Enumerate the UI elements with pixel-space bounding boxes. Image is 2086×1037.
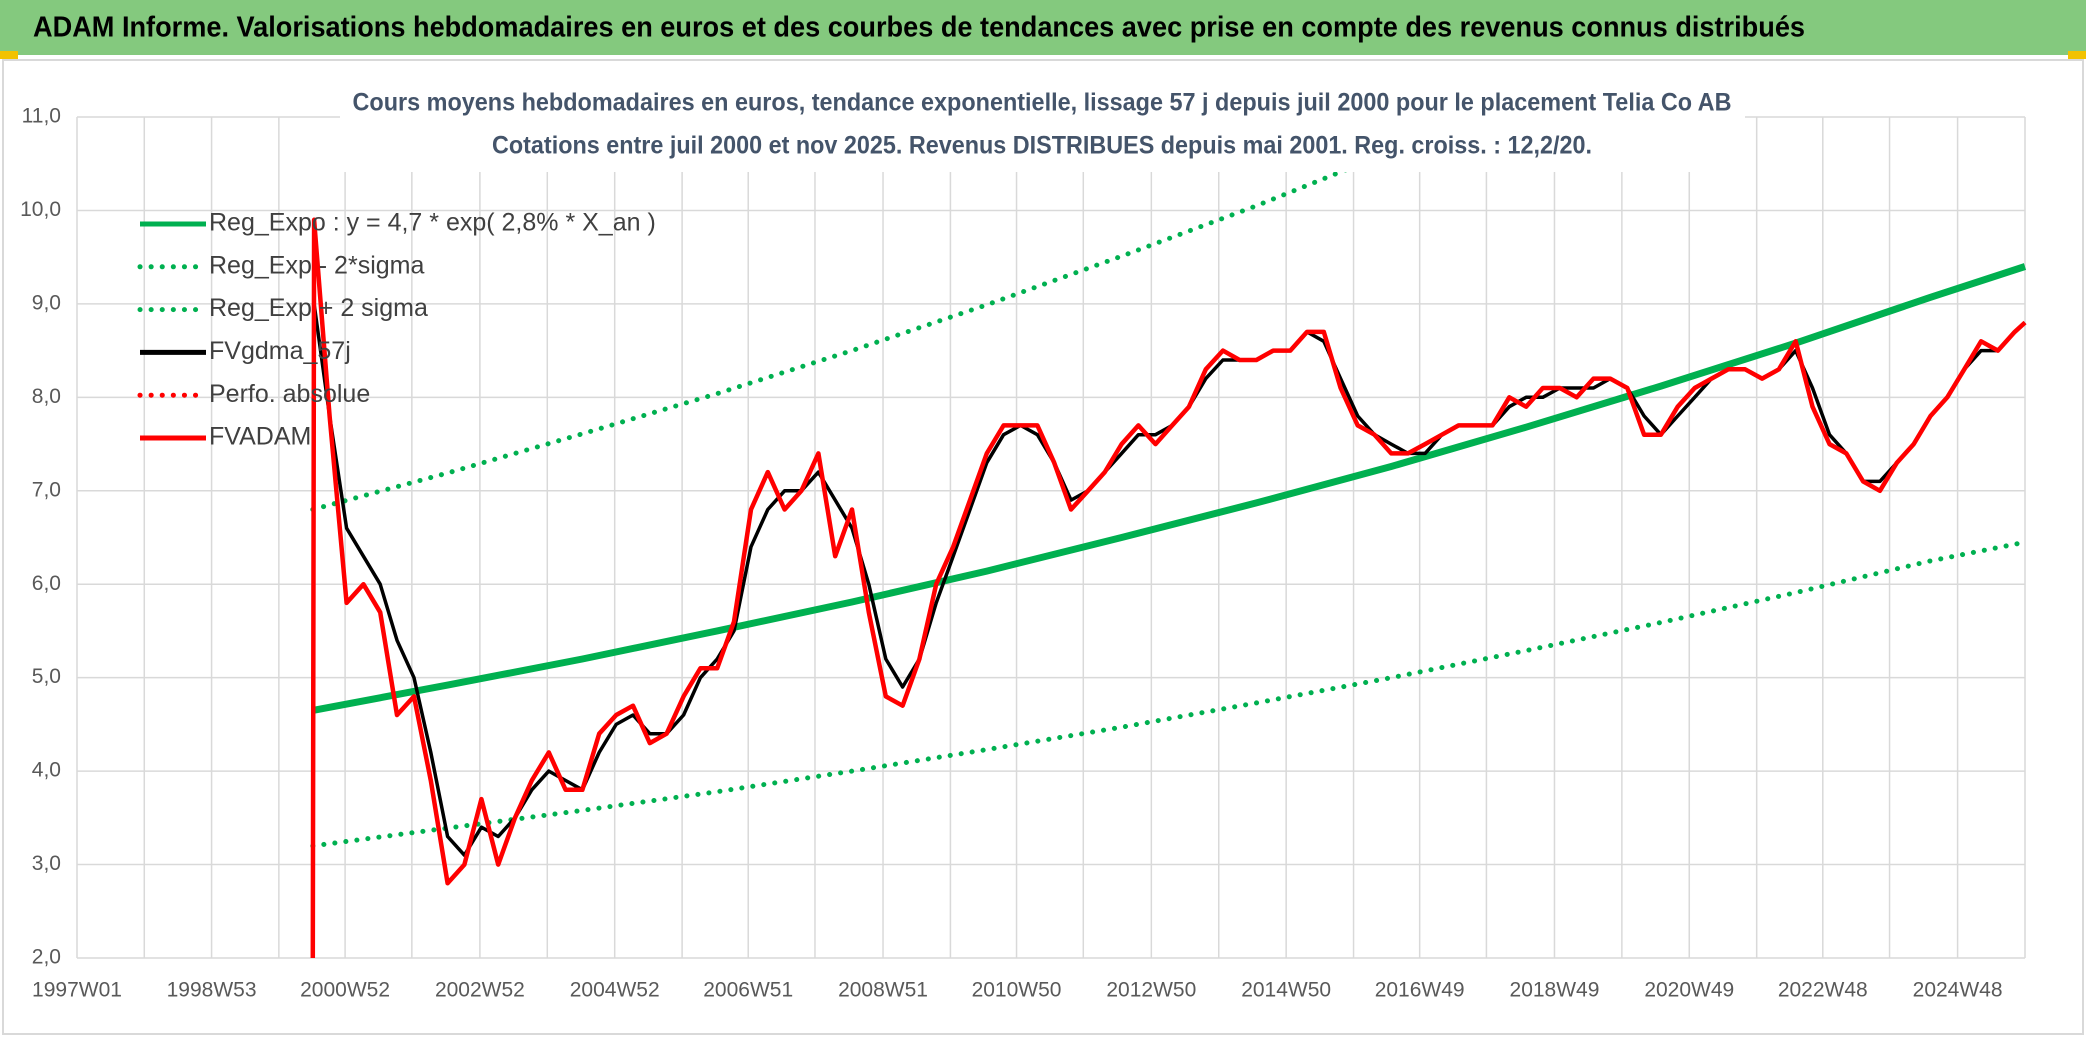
y-tick-label: 3,0 (32, 852, 61, 875)
y-tick-label: 5,0 (32, 665, 61, 688)
x-tick-label: 2016W49 (1375, 979, 1465, 1002)
header-title: ADAM Informe. Valorisations hebdomadaire… (33, 12, 1805, 44)
x-tick-label: 2000W52 (300, 979, 390, 1002)
series-line (310, 217, 2027, 959)
corner-mark (2068, 51, 2086, 59)
chart-area (2, 59, 2084, 1035)
legend-label: Reg_Exp - 2*sigma (209, 251, 424, 279)
x-tick-label: 2010W50 (972, 979, 1062, 1002)
y-tick-label: 6,0 (32, 572, 61, 595)
x-tick-label: 2024W48 (1913, 979, 2003, 1002)
chart-title: Cours moyens hebdomadaires en euros, ten… (353, 89, 1732, 117)
series-line (310, 539, 2027, 849)
x-tick-label: 1997W01 (32, 979, 122, 1002)
y-tick-label: 9,0 (32, 291, 61, 314)
grid: 2,0 3,0 4,0 5,0 6,0 7,0 8,0 9,0 10,0 11,0 1997W01 1… (20, 105, 2026, 1002)
x-tick-label: 2008W51 (838, 979, 928, 1002)
x-tick-label: 2002W52 (435, 979, 525, 1002)
legend-label: FVADAM (209, 423, 311, 451)
title-backdrop (340, 82, 1745, 172)
x-tick-label: 2014W50 (1241, 979, 1331, 1002)
header-bar (0, 0, 2086, 55)
legend-label: FVgdma_57j (209, 337, 351, 365)
y-tick-label: 11,0 (22, 105, 61, 128)
x-tick-label: 2006W51 (703, 979, 793, 1002)
legend-label: Perfo. absolue (209, 380, 370, 408)
series-line (310, 110, 1497, 512)
x-tick-label: 1998W53 (167, 979, 257, 1002)
legend-label: Reg_Expo : y = 4,7 * exp( 2,8% * X_an ) (209, 209, 656, 237)
x-tick-label: 2020W49 (1644, 979, 1734, 1002)
y-tick-label: 4,0 (32, 759, 61, 782)
legend-label: Reg_Exp + 2 sigma (209, 294, 428, 322)
y-tick-label: 10,0 (20, 198, 61, 221)
x-tick-label: 2012W50 (1106, 979, 1196, 1002)
series-layer (310, 110, 2027, 959)
x-tick-label: 2018W49 (1510, 979, 1600, 1002)
legend: Reg_Expo : y = 4,7 * exp( 2,8% * X_an ) R… (137, 209, 656, 451)
y-tick-label: 2,0 (32, 946, 61, 969)
y-tick-label: 8,0 (32, 385, 61, 408)
y-tick-label: 7,0 (32, 478, 61, 501)
x-tick-label: 2004W52 (570, 979, 660, 1002)
chart-subtitle: Cotations entre juil 2000 et nov 2025. R… (492, 132, 1592, 160)
x-tick-label: 2022W48 (1778, 979, 1868, 1002)
series-line (312, 263, 2027, 714)
corner-mark (0, 51, 18, 59)
